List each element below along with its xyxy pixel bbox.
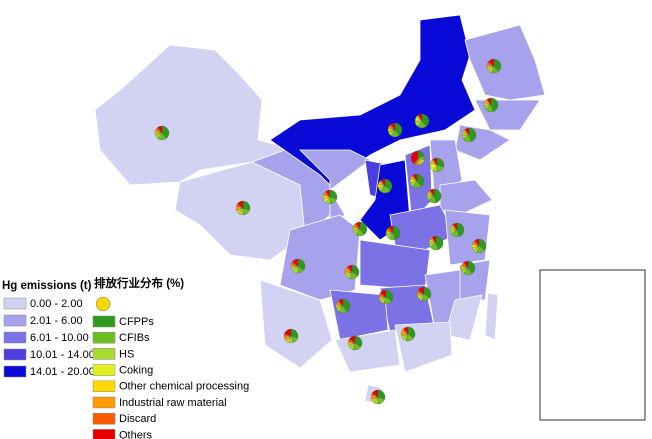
legend-label: 14.01 - 20.00 <box>30 366 95 378</box>
pie-wedge <box>432 157 438 166</box>
legend-swatch <box>92 380 116 393</box>
province <box>444 209 491 266</box>
pie-wedge <box>490 97 499 112</box>
legend-label: CFIBs <box>119 332 150 344</box>
province <box>429 139 463 206</box>
pie-wedge <box>403 326 409 335</box>
pie-wedge <box>237 200 244 209</box>
legend-swatch <box>92 348 116 360</box>
legend-label: Coking <box>119 365 153 377</box>
pie-wedge <box>486 97 492 106</box>
pie-wedge <box>452 222 458 231</box>
pie-wedge <box>418 286 425 295</box>
province <box>439 179 493 216</box>
pie-wedge <box>431 235 437 244</box>
pie-wedge <box>417 113 423 122</box>
legend-title: Hg emissions (t) <box>2 280 92 292</box>
pie-wedge <box>456 222 465 237</box>
legend-swatch <box>92 396 116 409</box>
legend-label: 10.01 - 14.00 <box>30 349 95 361</box>
legend-swatch <box>92 429 116 439</box>
province <box>299 149 371 226</box>
legend-swatch <box>3 348 27 361</box>
legend-swatch <box>3 297 27 310</box>
legend-label: HS <box>119 348 134 360</box>
legend-pie-icon <box>95 296 111 312</box>
pie-wedge <box>355 221 361 230</box>
legend-swatch <box>3 331 27 344</box>
legend-label: Others <box>119 429 153 439</box>
pie-wedge <box>429 188 435 197</box>
legend-label: 2.01 - 6.00 <box>30 315 83 327</box>
pie-wedge <box>392 225 401 240</box>
pie-wedge <box>390 122 396 131</box>
legend-label: Discard <box>119 413 156 425</box>
province <box>484 292 499 341</box>
pie-wedge <box>380 178 386 187</box>
pie-wedge <box>349 335 356 344</box>
legend-label: CFPPs <box>119 316 154 328</box>
pies <box>154 58 502 405</box>
legend-swatch <box>3 365 27 378</box>
pie-wedge <box>464 127 470 136</box>
legend-swatch <box>92 364 116 376</box>
legend-swatch <box>92 331 116 344</box>
pie-wedge <box>292 258 299 267</box>
pie-wedge <box>388 225 394 234</box>
province <box>464 24 546 101</box>
pie-wedge <box>488 58 495 67</box>
pie-wedge <box>468 127 477 142</box>
legend-label: 0.00 - 2.00 <box>30 298 83 310</box>
legend-label: 6.01 - 10.00 <box>30 332 89 344</box>
legend-swatch <box>3 314 27 327</box>
pie-wedge <box>157 125 163 134</box>
pie-wedge <box>380 289 387 298</box>
pie-wedge <box>325 189 331 198</box>
provinces <box>94 14 546 405</box>
legend-label: Industrial raw material <box>119 397 227 409</box>
pie-wedge <box>284 328 292 337</box>
legend-swatch <box>92 412 116 425</box>
inset-frame <box>539 269 646 421</box>
legend: Hg emissions (t) 排放行业分布 (%) 0.00 - 2.00 2… <box>2 276 249 439</box>
pie-wedge <box>410 150 419 164</box>
pie-wedge <box>435 235 444 250</box>
province <box>259 279 333 369</box>
pie-wedge <box>347 264 353 273</box>
pie-wedge <box>338 298 344 307</box>
pie-wedge <box>433 188 442 203</box>
pie-wedge <box>372 389 379 398</box>
legend-title: 排放行业分布 (%) <box>94 276 184 290</box>
legend-label: Other chemical processing <box>119 381 249 393</box>
pie-wedge <box>412 173 418 182</box>
legend-swatch <box>92 315 116 328</box>
province <box>279 214 361 301</box>
pie-wedge <box>474 238 480 247</box>
pie-wedge <box>463 260 469 269</box>
